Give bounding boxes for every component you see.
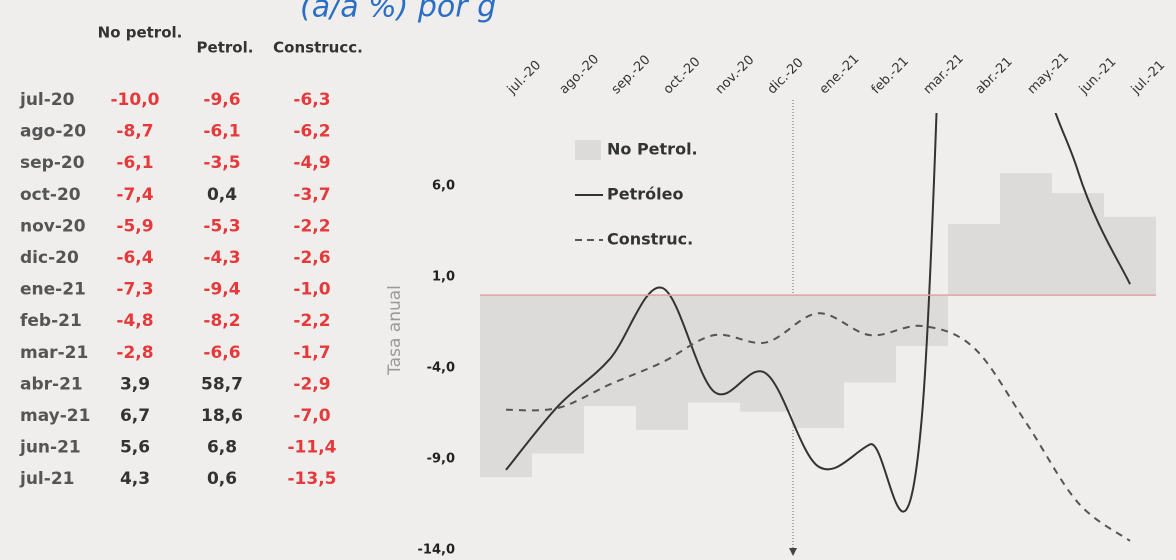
cell: 0,4	[207, 185, 237, 205]
cell: -6,1	[203, 122, 240, 142]
y-tick-label: 1,0	[432, 269, 455, 284]
cell: -7,3	[116, 280, 153, 300]
cell: -7,0	[293, 406, 330, 426]
row-label: may-21	[20, 406, 90, 426]
line-series	[505, 113, 1131, 513]
cell: -9,6	[203, 90, 240, 110]
row-label: jun-21	[19, 438, 81, 458]
header: Petrol.	[197, 39, 254, 57]
row-label: sep-20	[20, 153, 85, 173]
cell: -2,8	[116, 343, 153, 363]
cell: 3,9	[120, 374, 150, 394]
bar	[688, 295, 740, 403]
y-tick-label: 6,0	[432, 178, 455, 193]
bar	[636, 295, 688, 430]
cell: 6,8	[207, 438, 237, 458]
y-tick-label: -9,0	[427, 451, 455, 466]
cell: -6,6	[203, 343, 240, 363]
bar	[792, 295, 844, 429]
cell: -9,4	[203, 280, 240, 300]
cell: -4,3	[203, 248, 240, 268]
row-label: abr-21	[20, 374, 83, 394]
legend-label: Construc.	[607, 230, 693, 249]
header: No petrol.	[98, 24, 183, 42]
row-label: jul-21	[19, 469, 74, 489]
line-series	[505, 312, 1131, 542]
bar	[896, 295, 948, 347]
row-label: mar-21	[20, 343, 88, 363]
row-label: feb-21	[20, 311, 82, 331]
bar	[740, 295, 792, 412]
row-label: dic-20	[20, 248, 79, 268]
y-tick-label: -4,0	[427, 360, 455, 375]
legend-swatch	[575, 140, 601, 160]
cell: 0,6	[207, 469, 237, 489]
cell: -10,0	[111, 90, 160, 110]
cell: -4,8	[116, 311, 153, 331]
cell: -6,3	[293, 90, 330, 110]
bar	[844, 295, 896, 383]
cell: 6,7	[120, 406, 150, 426]
y-axis-label: Tasa anual	[385, 285, 405, 376]
cell: -4,9	[293, 153, 330, 173]
row-label: jul-20	[19, 90, 75, 110]
cell: 58,7	[201, 374, 243, 394]
cell: -2,2	[293, 216, 330, 236]
row-label: ago-20	[20, 122, 86, 142]
cell: 5,6	[120, 438, 150, 458]
legend-label: No Petrol.	[607, 140, 698, 159]
cell: -3,5	[203, 153, 240, 173]
header: Construcc.	[273, 39, 363, 57]
heading: (a/a %) por g	[300, 0, 496, 25]
cell: -3,7	[293, 185, 330, 205]
row-label: ene-21	[20, 280, 86, 300]
cell: -6,2	[293, 122, 330, 142]
cell: -8,7	[116, 122, 153, 142]
legend-label: Petróleo	[607, 185, 683, 204]
cell: 18,6	[201, 406, 243, 426]
bar	[948, 224, 1000, 296]
plot	[480, 113, 1156, 542]
row-label: nov-20	[20, 216, 86, 236]
cell: -5,3	[203, 216, 240, 236]
cell: -13,5	[288, 469, 337, 489]
cell: -5,9	[116, 216, 153, 236]
cell: -2,2	[293, 311, 330, 331]
bar	[1000, 173, 1052, 296]
row-label: oct-20	[20, 185, 81, 205]
cell: -7,4	[116, 185, 153, 205]
cell: 4,3	[120, 469, 150, 489]
bar	[1052, 193, 1104, 296]
y-tick-label: -14,0	[418, 543, 455, 558]
bar	[532, 295, 584, 454]
cell: -2,9	[293, 374, 330, 394]
cell: -11,4	[288, 438, 337, 458]
cell: -1,0	[293, 280, 330, 300]
bar	[584, 295, 636, 407]
cell: -6,4	[116, 248, 153, 268]
marker-arrow	[789, 548, 797, 556]
cell: -6,1	[116, 153, 153, 173]
cell: -1,7	[293, 343, 330, 363]
bar	[480, 295, 532, 478]
cell: -8,2	[203, 311, 240, 331]
cell: -2,6	[293, 248, 330, 268]
